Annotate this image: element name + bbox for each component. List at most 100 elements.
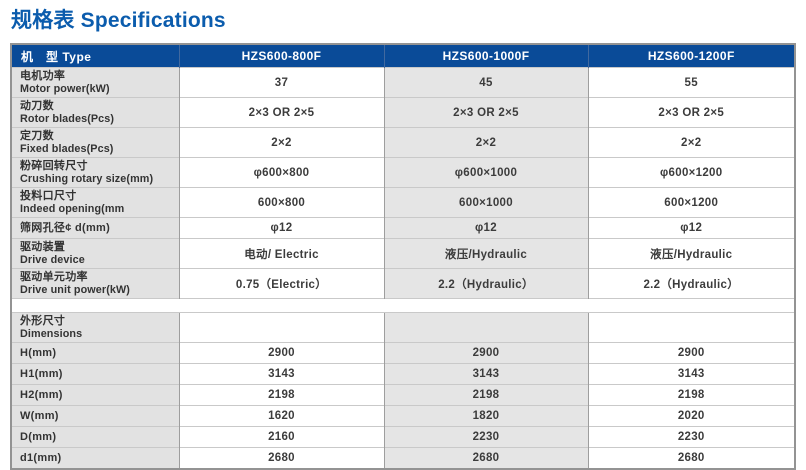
model-header-cell: HZS600-1000F [383, 44, 588, 68]
dim-row-h: H(mm) 2900 2900 2900 [11, 342, 795, 364]
dim-row-d: D(mm) 2160 2230 2230 [11, 426, 795, 448]
table-spacer [11, 298, 795, 313]
dim-row-h1: H1(mm) 3143 3143 3143 [11, 363, 795, 385]
spec-row-crushing-rotary-size: 粉碎回转尺寸 Crushing rotary size(mm) φ600×800… [11, 157, 795, 188]
specifications-table: 机 型 Type HZS600-800F HZS600-1000F HZS600… [10, 43, 796, 470]
spec-value-cell: 600×1000 [383, 187, 588, 218]
dim-value-cell: 2680 [383, 447, 588, 469]
spec-label-cell: 粉碎回转尺寸 Crushing rotary size(mm) [11, 157, 179, 188]
type-header-cell: 机 型 Type [11, 44, 179, 68]
spec-value-cell: 0.75（Electric） [178, 268, 384, 299]
dimensions-label-zh: 外形尺寸 [20, 315, 66, 327]
spec-label-en: Crushing rotary size(mm) [20, 172, 154, 185]
table-header-row: 机 型 Type HZS600-800F HZS600-1000F HZS600… [11, 44, 795, 68]
dim-value-cell: 1820 [383, 405, 588, 427]
spec-label-zh: 电机功率 [20, 70, 66, 82]
spec-label-cell: 驱动单元功率 Drive unit power(kW) [11, 268, 179, 299]
spec-value-cell: 液压/Hydraulic [383, 238, 588, 269]
spec-value-cell: 600×800 [178, 187, 384, 218]
dim-label-cell: H2(mm) [11, 384, 179, 406]
spec-label-zh: 动刀数 [20, 100, 54, 112]
dim-row-d1: d1(mm) 2680 2680 2680 [11, 447, 795, 469]
spec-label-cell: 定刀数 Fixed blades(Pcs) [11, 127, 179, 158]
spec-value-cell: φ600×800 [178, 157, 384, 188]
dim-value-cell [178, 312, 384, 343]
spec-label-en: Motor power(kW) [20, 82, 110, 95]
spec-value-cell: 2.2（Hydraulic） [383, 268, 588, 299]
spec-label-zh: 定刀数 [20, 130, 54, 142]
spec-label-zh: 驱动装置 [20, 241, 66, 253]
dim-label: H1(mm) [20, 367, 63, 380]
spec-label-cell: 电机功率 Motor power(kW) [11, 67, 179, 98]
dim-label-cell: d1(mm) [11, 447, 179, 469]
dim-value-cell: 2020 [587, 405, 795, 427]
spec-row-fixed-blades: 定刀数 Fixed blades(Pcs) 2×2 2×2 2×2 [11, 127, 795, 158]
spec-row-indeed-opening: 投料口尺寸 Indeed opening(mm 600×800 600×1000… [11, 187, 795, 218]
spec-value-cell: φ12 [383, 217, 588, 239]
spec-row-screen-hole-diameter: 筛网孔径¢ d(mm) φ12 φ12 φ12 [11, 217, 795, 239]
spec-value-cell: 45 [383, 67, 588, 98]
dimensions-label-cell: 外形尺寸 Dimensions [11, 312, 179, 343]
spec-row-rotor-blades: 动刀数 Rotor blades(Pcs) 2×3 OR 2×5 2×3 OR … [11, 97, 795, 128]
dim-value-cell: 3143 [587, 363, 795, 385]
spec-row-motor-power: 电机功率 Motor power(kW) 37 45 55 [11, 67, 795, 98]
dim-label-cell: H(mm) [11, 342, 179, 364]
dim-value-cell [587, 312, 795, 343]
dim-value-cell: 2198 [383, 384, 588, 406]
spec-row-drive-unit-power: 驱动单元功率 Drive unit power(kW) 0.75（Electri… [11, 268, 795, 299]
spec-label-zh: 投料口尺寸 [20, 190, 77, 202]
dim-value-cell: 2900 [587, 342, 795, 364]
dim-label: d1(mm) [20, 451, 62, 464]
spec-row-drive-device: 驱动装置 Drive device 电动/ Electric 液压/Hydrau… [11, 238, 795, 269]
spec-label-cell: 驱动装置 Drive device [11, 238, 179, 269]
dim-value-cell: 2160 [178, 426, 384, 448]
model-header-cell: HZS600-1200F [587, 44, 795, 68]
spec-label-zh: 驱动单元功率 [20, 271, 88, 283]
spec-label-en: Indeed opening(mm [20, 202, 125, 215]
dimensions-label-en: Dimensions [20, 327, 83, 340]
spec-label-en: Drive device [20, 253, 85, 266]
spec-value-cell: 2×2 [178, 127, 384, 158]
dim-value-cell: 2680 [587, 447, 795, 469]
model-header-cell: HZS600-800F [178, 44, 384, 68]
spec-value-cell: 2.2（Hydraulic） [587, 268, 795, 299]
spec-label-zh: 粉碎回转尺寸 [20, 160, 88, 172]
page-title: 规格表 Specifications [11, 9, 226, 32]
dimensions-header-row: 外形尺寸 Dimensions [11, 312, 795, 343]
dim-value-cell: 1620 [178, 405, 384, 427]
dim-label: W(mm) [20, 409, 59, 422]
dim-label: H2(mm) [20, 388, 63, 401]
dim-value-cell: 2900 [178, 342, 384, 364]
spec-value-cell: 2×3 OR 2×5 [178, 97, 384, 128]
spec-value-cell: 37 [178, 67, 384, 98]
dim-value-cell: 2198 [178, 384, 384, 406]
dim-value-cell: 2900 [383, 342, 588, 364]
dim-value-cell: 2230 [383, 426, 588, 448]
spec-value-cell: 电动/ Electric [178, 238, 384, 269]
spec-label-en: Rotor blades(Pcs) [20, 112, 115, 125]
dim-label-cell: H1(mm) [11, 363, 179, 385]
spec-value-cell: φ12 [178, 217, 384, 239]
spec-value-cell: φ600×1000 [383, 157, 588, 188]
spec-value-cell: 55 [587, 67, 795, 98]
spec-value-cell: 2×3 OR 2×5 [383, 97, 588, 128]
dim-value-cell: 2230 [587, 426, 795, 448]
spec-label-en: Drive unit power(kW) [20, 283, 130, 296]
dim-label-cell: D(mm) [11, 426, 179, 448]
dim-value-cell: 3143 [178, 363, 384, 385]
spec-value-cell: 2×3 OR 2×5 [587, 97, 795, 128]
spec-value-cell: φ600×1200 [587, 157, 795, 188]
dim-row-h2: H2(mm) 2198 2198 2198 [11, 384, 795, 406]
spec-value-cell: φ12 [587, 217, 795, 239]
spec-value-cell: 液压/Hydraulic [587, 238, 795, 269]
dim-label: H(mm) [20, 346, 57, 359]
section-spacer-row [11, 298, 795, 313]
dim-value-cell: 2198 [587, 384, 795, 406]
dim-value-cell [383, 312, 588, 343]
dim-value-cell: 3143 [383, 363, 588, 385]
spec-label-zh: 筛网孔径¢ d(mm) [20, 221, 111, 234]
spec-label-cell: 投料口尺寸 Indeed opening(mm [11, 187, 179, 218]
spec-label-cell: 筛网孔径¢ d(mm) [11, 217, 179, 239]
dim-value-cell: 2680 [178, 447, 384, 469]
dim-label-cell: W(mm) [11, 405, 179, 427]
